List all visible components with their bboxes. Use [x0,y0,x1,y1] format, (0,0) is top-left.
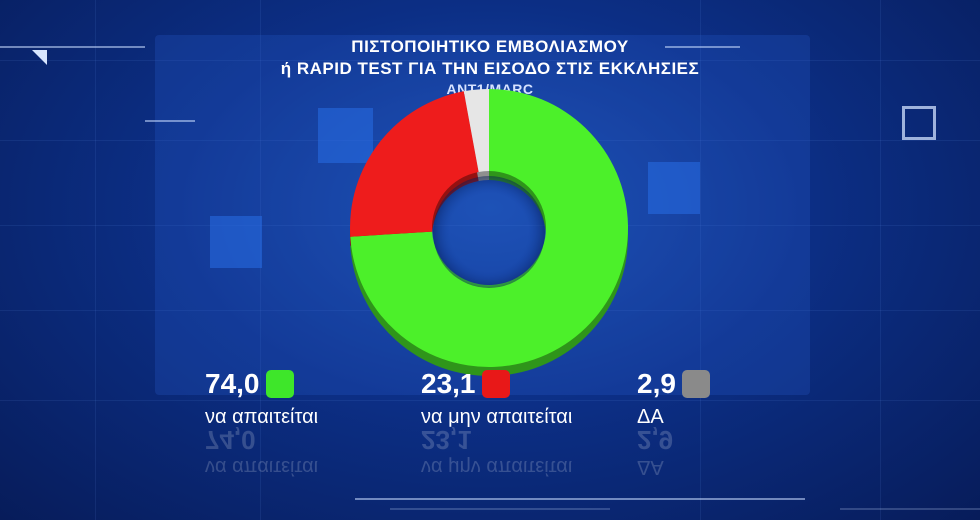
background-grid-line [0,400,980,401]
decorative-bar [0,46,145,48]
legend-swatch [481,370,510,398]
slice-dont-know [463,89,489,172]
decorative-bar [145,120,195,122]
legend-label-reflection: ΔΑ [637,456,664,478]
legend-value: 2,9 [637,368,676,399]
decorative-square [648,162,700,214]
chart-title-line-1: ΠΙΣΤΟΠΟΙΗΤΙΚΟ ΕΜΒΟΛΙΑΣΜΟΥ [351,37,629,56]
legend-reflection: να απαιτείται 74,0 [205,424,318,478]
background-grid-line [700,0,701,520]
legend-label: ΔΑ [637,406,664,428]
legend-reflection: ΔΑ 2,9 [637,424,673,478]
legend-value-reflection: 2,9 [637,425,674,455]
decorative-bar [390,508,610,510]
background-grid-line [95,0,96,520]
legend-label: να μην απαιτείται [421,406,573,428]
legend-value: 74,0 [205,368,260,399]
legend-item-not-required: 23,1 να μην απαιτείται [421,368,572,429]
decorative-bar [665,46,740,48]
legend-reflection: να μην απαιτείται 23,1 [421,424,572,478]
slice-required [350,89,628,368]
legend-value-reflection: 23,1 [421,425,472,455]
decorative-bar [840,508,980,510]
background-grid-line [880,0,881,520]
chart-title-line-2: ή RAPID TEST ΓΙΑ ΤΗΝ ΕΙΣΟΔΟ ΣΤΙΣ ΕΚΚΛΗΣΙ… [280,59,700,78]
decorative-outline-square [902,106,936,140]
legend-swatch [265,370,294,398]
legend-swatch [681,370,710,398]
decorative-bar [355,498,805,500]
decorative-square [318,108,373,163]
legend-label-reflection: να μην απαιτείται [421,456,573,478]
decorative-square [210,216,262,268]
legend-label-reflection: να απαιτείται [205,456,319,478]
slice-not-required [350,91,479,237]
legend-value: 23,1 [421,368,476,399]
background-grid-line [0,60,980,61]
donut-hole-shade [433,176,545,288]
decorative-triangle-icon [32,50,47,65]
legend-label: να απαιτείται [205,406,319,428]
legend-item-dont-know: 2,9 ΔΑ [637,368,710,429]
legend-item-required: 74,0 να απαιτείται [205,368,318,429]
legend-value-reflection: 74,0 [205,425,256,455]
